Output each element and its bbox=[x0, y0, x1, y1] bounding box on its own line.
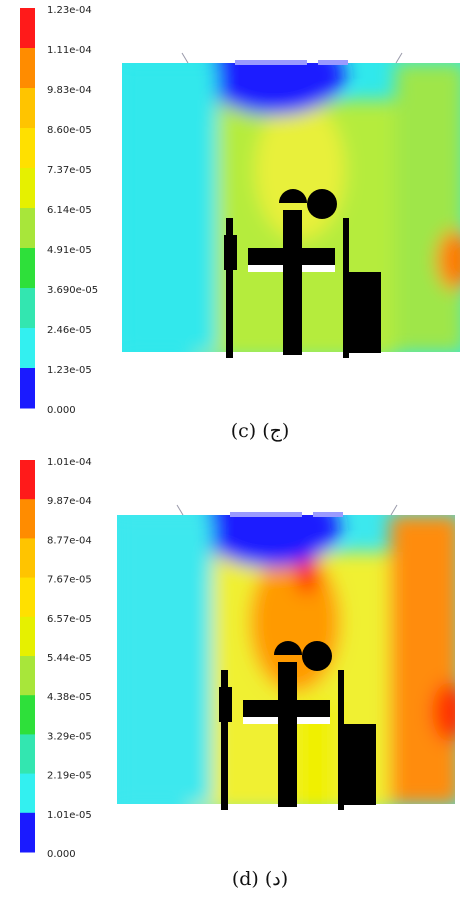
box bbox=[224, 235, 237, 270]
colorbar-label: 1.23e-04 bbox=[47, 5, 92, 16]
vent bbox=[230, 512, 287, 517]
column bbox=[283, 210, 302, 355]
colorbar-label: 3.29e-05 bbox=[47, 731, 92, 742]
inlet bbox=[395, 52, 403, 64]
colorbar-band bbox=[20, 248, 35, 289]
colorbar-band bbox=[20, 328, 35, 369]
colorbar-band bbox=[20, 734, 35, 775]
structures bbox=[181, 52, 403, 358]
blob bbox=[122, 63, 217, 352]
colorbar: 1.01e-04 9.87e-04 8.77e-04 7.67e-05 6.57e-05… bbox=[20, 457, 92, 860]
colorbar-label: 1.01e-05 bbox=[47, 810, 92, 821]
colorbar-label: 6.14e-05 bbox=[47, 205, 92, 216]
colorbar-band bbox=[20, 812, 35, 853]
block bbox=[349, 272, 381, 353]
inlet bbox=[181, 52, 189, 64]
wall bbox=[343, 218, 349, 358]
colorbar: 1.23e-04 1.11e-04 9.83e-04 8.60e-05 7.37e-05… bbox=[20, 5, 98, 416]
colorbar-band bbox=[20, 128, 35, 169]
colorbar-label: 0.000 bbox=[47, 849, 76, 860]
colorbar-label: 6.57e-05 bbox=[47, 614, 92, 625]
box bbox=[219, 687, 232, 722]
structures bbox=[176, 504, 398, 810]
block bbox=[344, 724, 376, 805]
colorbar-band bbox=[20, 88, 35, 129]
colorbar-label: 2.19e-05 bbox=[47, 771, 92, 782]
colorbar-label: 3.690e-05 bbox=[47, 285, 98, 296]
vent bbox=[235, 60, 292, 65]
colorbar-band bbox=[20, 288, 35, 329]
colorbar-label: 1.01e-04 bbox=[47, 457, 92, 468]
colorbar-label: 9.83e-04 bbox=[47, 85, 92, 96]
vent bbox=[272, 512, 302, 517]
colorbar-label: 1.23e-05 bbox=[47, 365, 92, 376]
colorbar-label: 1.11e-04 bbox=[47, 45, 92, 56]
blob bbox=[390, 515, 455, 804]
blob bbox=[200, 515, 340, 567]
colorbar-band bbox=[20, 656, 35, 696]
caption: (d) (د) bbox=[232, 868, 288, 890]
colorbar-band bbox=[20, 499, 35, 539]
colorbar-band bbox=[20, 577, 35, 618]
colorbar-label: 4.91e-05 bbox=[47, 245, 92, 256]
inlet bbox=[390, 504, 398, 516]
colorbar-band bbox=[20, 773, 35, 814]
contour-field bbox=[117, 504, 455, 810]
head bbox=[307, 189, 337, 219]
colorbar-band bbox=[20, 538, 35, 579]
wall bbox=[221, 670, 228, 810]
caption: (c) (ج) bbox=[231, 420, 290, 442]
vent bbox=[313, 512, 343, 517]
colorbar-band bbox=[20, 208, 35, 249]
blob bbox=[432, 682, 455, 742]
colorbar-label: 2.46e-05 bbox=[47, 325, 92, 336]
inlet bbox=[176, 504, 184, 516]
head bbox=[302, 641, 332, 671]
colorbar-band bbox=[20, 695, 35, 735]
vent bbox=[277, 60, 307, 65]
wall bbox=[226, 218, 233, 358]
head bbox=[279, 189, 307, 203]
colorbar-label: 9.87e-04 bbox=[47, 496, 92, 507]
wall bbox=[338, 670, 344, 810]
colorbar-label: 7.37e-05 bbox=[47, 165, 92, 176]
colorbar-label: 7.67e-05 bbox=[47, 575, 92, 586]
blob bbox=[395, 63, 460, 352]
colorbar-band bbox=[20, 368, 35, 409]
colorbar-band bbox=[20, 168, 35, 209]
colorbar-label: 0.000 bbox=[47, 405, 76, 416]
colorbar-label: 4.38e-05 bbox=[47, 692, 92, 703]
blob bbox=[117, 515, 212, 804]
blob bbox=[437, 230, 460, 290]
column bbox=[278, 662, 297, 807]
blob bbox=[205, 63, 345, 115]
colorbar-label: 5.44e-05 bbox=[47, 653, 92, 664]
colorbar-label: 8.60e-05 bbox=[47, 125, 92, 136]
colorbar-label: 8.77e-04 bbox=[47, 535, 92, 546]
panel: 1.01e-04 9.87e-04 8.77e-04 7.67e-05 6.57e-05… bbox=[20, 457, 455, 890]
colorbar-band bbox=[20, 460, 35, 500]
vent bbox=[318, 60, 348, 65]
colorbar-band bbox=[20, 616, 35, 657]
contour-field bbox=[122, 52, 460, 358]
colorbar-band bbox=[20, 48, 35, 89]
panel: 1.23e-04 1.11e-04 9.83e-04 8.60e-05 7.37e-05… bbox=[20, 5, 460, 442]
head bbox=[274, 641, 302, 655]
colorbar-band bbox=[20, 8, 35, 49]
